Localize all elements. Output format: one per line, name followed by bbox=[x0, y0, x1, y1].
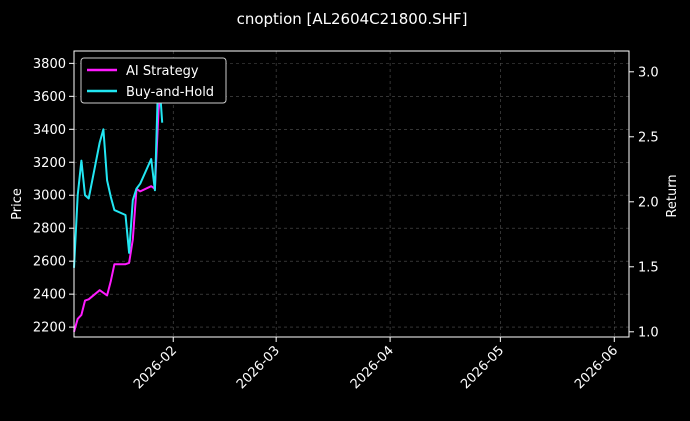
y-left-tick-label: 2800 bbox=[33, 222, 66, 237]
y-right-tick-label: 1.5 bbox=[638, 260, 659, 275]
plot-frame bbox=[73, 50, 630, 338]
grid bbox=[74, 51, 629, 337]
y-left-tick-label: 2600 bbox=[33, 255, 66, 270]
legend-label-ai-strategy: AI Strategy bbox=[126, 64, 199, 79]
y-left-tick-label: 3400 bbox=[33, 123, 66, 138]
x-tick-label: 2026-03 bbox=[234, 343, 283, 392]
y-left-tick-label: 3800 bbox=[33, 57, 66, 72]
y-right-tick-label: 2.5 bbox=[638, 130, 659, 145]
series-line-buy-and-hold bbox=[73, 67, 164, 268]
x-tick-label: 2026-02 bbox=[131, 343, 180, 392]
y-right-tick-label: 2.0 bbox=[638, 195, 659, 210]
y-axis-label-left: Price bbox=[10, 188, 25, 220]
y-left-tick-label: 2200 bbox=[33, 321, 66, 336]
series-layer bbox=[73, 67, 164, 333]
y-right-tick-label: 3.0 bbox=[638, 65, 659, 80]
series-line-ai-strategy bbox=[73, 74, 164, 333]
x-tick-label: 2026-04 bbox=[348, 343, 397, 392]
y-left-tick-label: 3000 bbox=[33, 189, 66, 204]
y-left-tick-label: 3600 bbox=[33, 90, 66, 105]
y-right-tick-label: 1.0 bbox=[638, 325, 659, 340]
x-tick-label: 2026-05 bbox=[458, 343, 507, 392]
y-left-tick-label: 3200 bbox=[33, 156, 66, 171]
x-tick-label: 2026-06 bbox=[572, 343, 621, 392]
legend-box bbox=[80, 57, 227, 104]
legend: AI Strategy Buy-and-Hold bbox=[80, 57, 227, 104]
chart-title: cnoption [AL2604C21800.SHF] bbox=[237, 10, 468, 28]
legend-label-buy-and-hold: Buy-and-Hold bbox=[126, 85, 214, 100]
y-axis-label-right: Return bbox=[665, 174, 680, 217]
y-left-tick-label: 2400 bbox=[33, 288, 66, 303]
